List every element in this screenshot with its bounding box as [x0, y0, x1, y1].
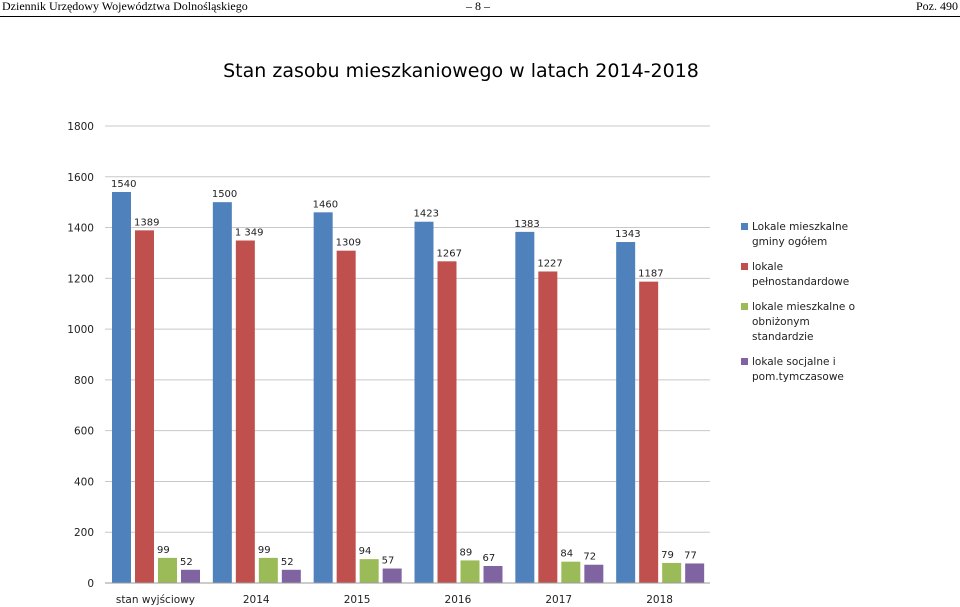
y-tick-label: 600: [74, 426, 94, 438]
legend-entry-text: pełnostandardowe: [752, 276, 849, 288]
y-tick-label: 1000: [67, 324, 94, 336]
y-tick-label: 800: [74, 375, 94, 387]
bar-data-label: 89: [460, 547, 473, 558]
bar-data-label: 99: [258, 545, 271, 556]
bar: [414, 221, 434, 583]
bar: [135, 230, 154, 583]
bar: [181, 569, 200, 583]
bar-data-label: 67: [483, 553, 496, 564]
bar: [561, 561, 581, 583]
bar: [616, 242, 636, 583]
x-tick-label: stan wyjściowy: [116, 594, 195, 606]
bar: [112, 192, 131, 583]
legend-entry-text: standardzie: [752, 331, 813, 343]
legend-entry-text: lokale mieszkalne o: [752, 301, 855, 313]
bar: [538, 271, 558, 583]
y-tick-label: 1800: [67, 121, 94, 133]
bar: [158, 557, 177, 583]
page-number: – 8 –: [466, 0, 490, 13]
bar-data-label: 52: [281, 557, 294, 568]
bar-data-label: 72: [583, 552, 596, 563]
journal-name: Dziennik Urzędowy Województwa Dolnośląsk…: [2, 0, 248, 13]
legend-swatch: [741, 358, 748, 365]
bar-data-label: 1423: [414, 209, 439, 220]
bar-data-label: 1 349: [235, 228, 264, 239]
bar: [235, 240, 255, 583]
y-tick-label: 200: [74, 527, 94, 539]
y-tick-label: 1200: [67, 273, 94, 285]
bar-data-label: 57: [382, 556, 395, 567]
bar-data-label: 1227: [537, 258, 562, 269]
bar-data-label: 1383: [514, 219, 539, 230]
bar: [584, 564, 604, 583]
bar-data-label: 94: [359, 546, 372, 557]
legend-entry-text: lokale: [752, 261, 783, 273]
y-tick-label: 1600: [67, 172, 94, 184]
position-number: Poz. 490: [916, 0, 958, 13]
bar: [662, 562, 682, 583]
bar-data-label: 1187: [638, 269, 663, 280]
legend-swatch: [741, 263, 748, 270]
bar: [313, 212, 333, 584]
legend-entry-text: obniżonym: [752, 316, 810, 328]
y-axis: 0 200 400 600 800 1000 1200 1400 1600 1800: [67, 121, 94, 590]
legend-entry-text: lokale socjalne i: [752, 356, 836, 368]
bar-data-label: 1389: [134, 217, 159, 228]
document-header: Dziennik Urzędowy Województwa Dolnośląsk…: [0, 0, 960, 17]
bar-data-label: 52: [180, 557, 193, 568]
bar: [437, 261, 457, 583]
x-tick-label: 2017: [545, 594, 572, 606]
y-tick-label: 0: [87, 578, 94, 590]
bar-data-label: 1267: [437, 248, 462, 259]
legend-swatch: [741, 303, 748, 310]
legend-swatch: [741, 223, 748, 230]
bar-data-label: 99: [157, 545, 170, 556]
bar-data-label: 1540: [111, 179, 136, 190]
bar: [258, 557, 278, 583]
bar: [685, 563, 705, 583]
y-tick-label: 400: [74, 476, 94, 488]
bar: [483, 565, 503, 583]
legend-entry-text: Lokale mieszkalne: [752, 221, 848, 233]
x-axis: stan wyjściowy 2014 2015 2016 2017 2018: [105, 582, 710, 606]
bar: [639, 281, 659, 583]
bar-data-label: 1343: [615, 229, 640, 240]
bar: [212, 202, 232, 583]
gridlines: [105, 125, 710, 533]
bar-data-label: 1500: [212, 189, 237, 200]
legend-entry-text: pom.tymczasowe: [752, 371, 844, 383]
bar-data-label: 79: [661, 550, 674, 561]
bar: [359, 559, 379, 583]
x-tick-label: 2018: [646, 594, 673, 606]
bar-data-label: 77: [684, 550, 697, 561]
bar-data-label: 84: [560, 549, 573, 560]
x-tick-label: 2014: [243, 594, 270, 606]
y-tick-label: 1400: [67, 223, 94, 235]
x-tick-label: 2016: [445, 594, 472, 606]
bar: [382, 568, 402, 583]
bar-data-label: 1309: [336, 238, 361, 249]
legend: Lokale mieszkalne gminy ogółem lokale pełno…: [741, 221, 855, 383]
bar: [515, 231, 535, 583]
chart-title: Stan zasobu mieszkaniowego w latach 2014…: [223, 60, 699, 82]
legend-entry-text: gminy ogółem: [752, 236, 827, 248]
bar: [336, 250, 356, 584]
bars: 1540 1389 99 52 1500 1 349 99 52 1460 1309 94 57 142…: [111, 179, 705, 584]
bar: [460, 560, 480, 583]
bar: [281, 569, 301, 583]
x-tick-label: 2015: [344, 594, 371, 606]
bar-data-label: 1460: [313, 199, 338, 210]
